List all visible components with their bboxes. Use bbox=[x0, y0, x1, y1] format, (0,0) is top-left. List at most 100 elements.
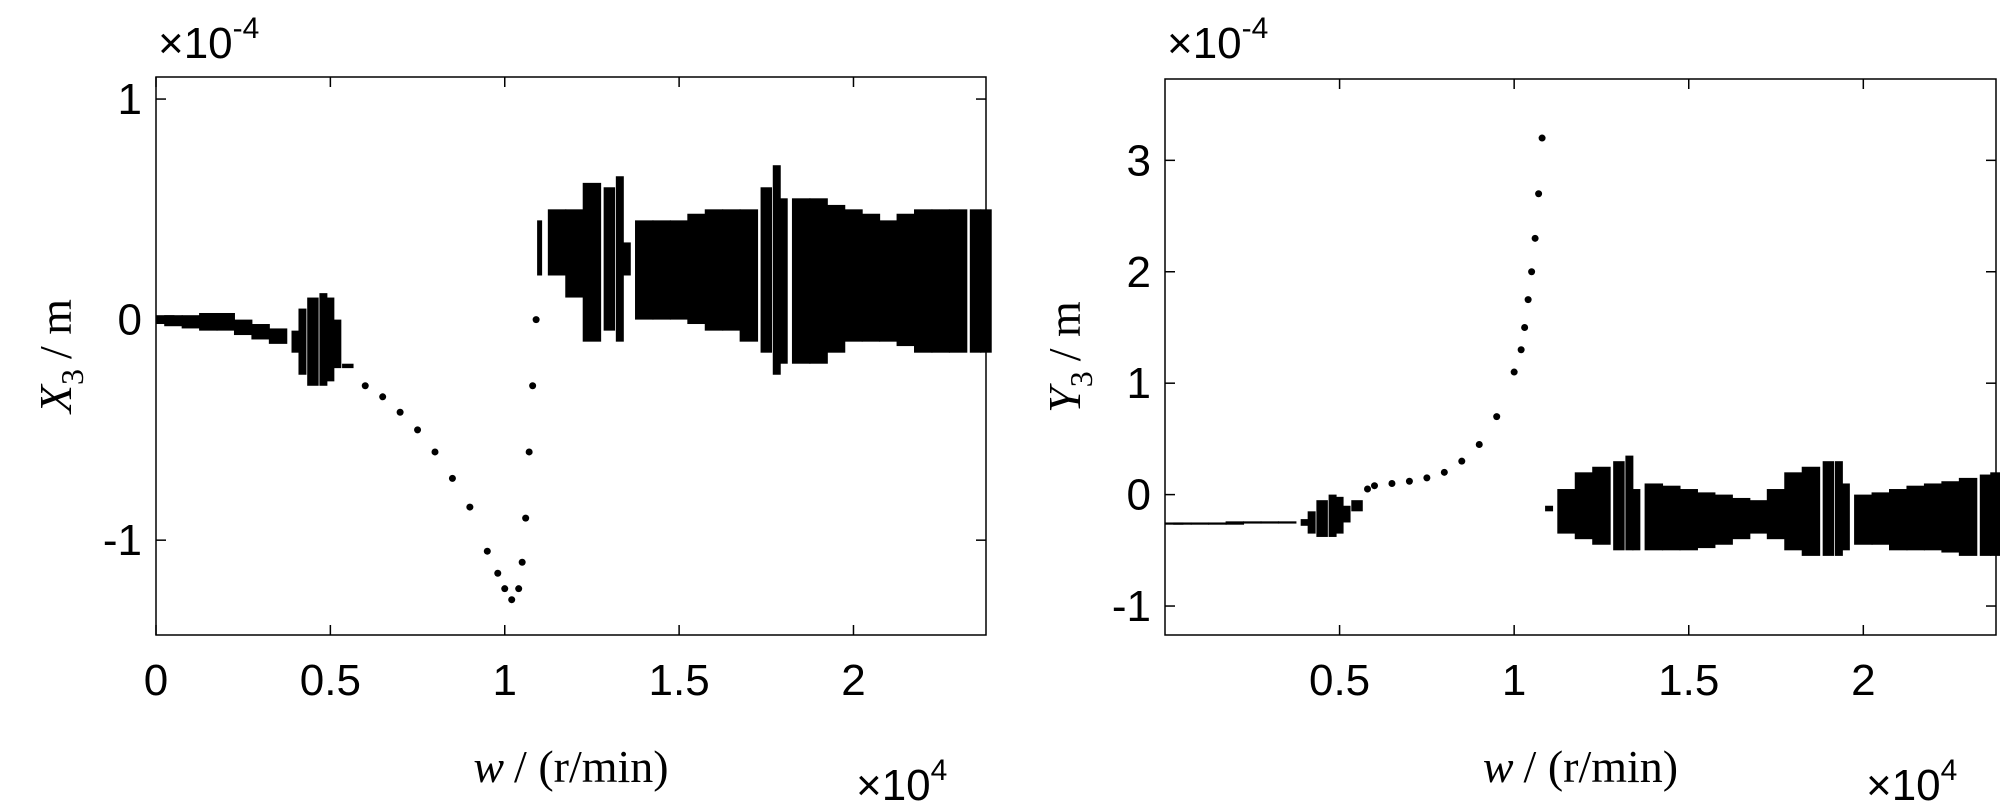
range-band bbox=[1300, 519, 1309, 526]
y-axis-label: X3 / m bbox=[30, 299, 90, 415]
y-axis-label: Y3 / m bbox=[1039, 301, 1099, 413]
range-band bbox=[1328, 494, 1337, 537]
range-band bbox=[251, 324, 270, 340]
point bbox=[361, 382, 369, 390]
range-band bbox=[1545, 505, 1554, 512]
range-band bbox=[1307, 511, 1316, 534]
range-band bbox=[896, 213, 916, 347]
label-subscript: 3 bbox=[54, 369, 90, 385]
range-band bbox=[199, 312, 218, 331]
range-band bbox=[739, 209, 759, 342]
range-band bbox=[342, 363, 354, 369]
range-band bbox=[1574, 472, 1594, 540]
range-band bbox=[844, 209, 863, 342]
range-band bbox=[1841, 483, 1850, 551]
y-tick-label: 1 bbox=[118, 75, 142, 124]
point bbox=[1510, 368, 1518, 376]
range-band bbox=[1889, 489, 1908, 551]
point bbox=[379, 393, 387, 401]
range-band bbox=[914, 209, 933, 353]
range-band bbox=[1679, 489, 1698, 551]
range-band bbox=[1923, 483, 1943, 551]
y-tick-label: 0 bbox=[1127, 471, 1151, 520]
range-band bbox=[333, 319, 342, 369]
y-multiplier: ×10-4 bbox=[1167, 12, 1268, 68]
range-band bbox=[1854, 494, 1873, 545]
label-unit: / m bbox=[1039, 301, 1090, 361]
range-band bbox=[298, 308, 307, 375]
range-band bbox=[1958, 477, 1978, 556]
x-axis-label: w / (r/min) bbox=[1483, 741, 1678, 792]
point bbox=[1493, 413, 1501, 421]
range-band bbox=[615, 176, 624, 342]
range-band bbox=[1784, 472, 1803, 551]
point bbox=[483, 547, 491, 555]
range-band bbox=[772, 165, 781, 375]
range-band bbox=[879, 220, 898, 342]
point bbox=[1364, 485, 1372, 493]
range-band bbox=[181, 315, 201, 329]
label-symbol: w bbox=[473, 741, 504, 792]
range-band bbox=[1662, 485, 1681, 551]
range-band bbox=[1714, 494, 1733, 545]
range-band bbox=[1592, 466, 1611, 545]
point bbox=[508, 596, 516, 604]
range-band bbox=[1766, 489, 1786, 540]
range-band bbox=[537, 220, 543, 276]
range-band bbox=[582, 182, 602, 342]
point bbox=[518, 558, 526, 566]
label-symbol: w bbox=[1483, 741, 1514, 792]
range-band bbox=[1335, 496, 1344, 534]
y-tick-label: 2 bbox=[1127, 248, 1151, 297]
y-tick-label: 1 bbox=[1127, 359, 1151, 408]
plot-frame bbox=[1164, 78, 1997, 636]
range-band bbox=[216, 312, 235, 331]
point bbox=[494, 569, 502, 577]
x-tick-label: 1.5 bbox=[1658, 656, 1719, 705]
point bbox=[525, 448, 533, 456]
point bbox=[515, 585, 523, 593]
multiplier-base: ×10 bbox=[1167, 19, 1242, 68]
range-band bbox=[779, 198, 788, 364]
y-tick-label: -1 bbox=[1112, 582, 1151, 631]
point bbox=[529, 382, 537, 390]
point bbox=[414, 426, 422, 434]
range-band bbox=[1834, 461, 1843, 556]
x-multiplier: ×104 bbox=[856, 754, 947, 808]
multiplier-exponent: -4 bbox=[233, 12, 260, 45]
range-band bbox=[791, 198, 811, 364]
multiplier-base: ×10 bbox=[1866, 761, 1941, 808]
range-band bbox=[1632, 489, 1641, 551]
y-tick-label: 3 bbox=[1127, 136, 1151, 185]
range-band bbox=[603, 187, 616, 331]
range-band bbox=[307, 297, 319, 386]
point bbox=[1388, 479, 1396, 487]
point bbox=[1524, 296, 1532, 304]
range-band bbox=[1208, 522, 1227, 525]
range-band bbox=[1696, 492, 1716, 549]
range-band bbox=[931, 209, 950, 353]
x-tick-label: 0.5 bbox=[1309, 656, 1370, 705]
range-band bbox=[1990, 472, 2000, 556]
x-tick-label: 2 bbox=[1851, 656, 1875, 705]
multiplier-exponent: 4 bbox=[931, 754, 948, 787]
y-multiplier: ×10-4 bbox=[158, 12, 259, 68]
x-tick-label: 1 bbox=[492, 656, 516, 705]
range-band bbox=[826, 204, 846, 353]
range-band bbox=[635, 220, 654, 320]
range-band bbox=[1260, 521, 1279, 524]
plot-frame bbox=[155, 76, 987, 636]
point bbox=[1517, 346, 1525, 354]
range-band bbox=[291, 330, 300, 353]
range-band bbox=[1351, 500, 1363, 512]
range-band bbox=[1613, 461, 1625, 551]
range-band bbox=[669, 220, 689, 320]
label-unit: / (r/min) bbox=[514, 741, 669, 792]
range-band bbox=[547, 209, 567, 276]
range-band bbox=[1277, 521, 1297, 524]
range-band bbox=[948, 209, 968, 353]
range-band bbox=[565, 209, 584, 298]
range-band bbox=[233, 319, 253, 336]
